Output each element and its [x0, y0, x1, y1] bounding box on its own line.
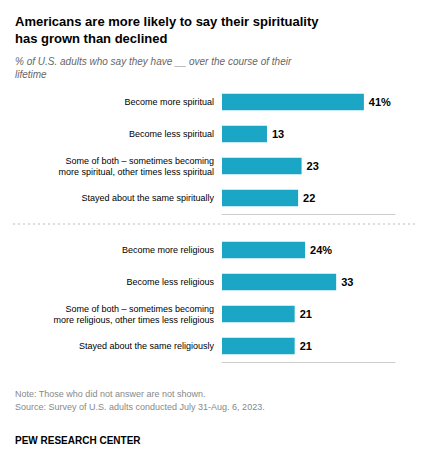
svg-text:21: 21 [300, 308, 312, 320]
svg-text:Become less spiritual: Become less spiritual [129, 129, 214, 139]
svg-text:Some of both – sometimes becom: Some of both – sometimes becoming [65, 304, 214, 314]
svg-text:13: 13 [272, 128, 284, 140]
svg-text:33: 33 [341, 276, 353, 288]
svg-text:more religious, other times le: more religious, other times less religio… [53, 315, 214, 325]
svg-text:21: 21 [300, 340, 312, 352]
svg-text:Become more spiritual: Become more spiritual [124, 97, 214, 107]
svg-text:PEW RESEARCH CENTER: PEW RESEARCH CENTER [15, 435, 141, 446]
svg-text:has grown than declined: has grown than declined [15, 31, 167, 46]
svg-text:Stayed about the same religiou: Stayed about the same religiously [79, 341, 215, 351]
svg-text:more spiritual, other times le: more spiritual, other times less spiritu… [58, 167, 214, 177]
svg-text:22: 22 [303, 192, 315, 204]
svg-text:Stayed about the same spiritua: Stayed about the same spiritually [81, 193, 214, 203]
svg-text:Become more religious: Become more religious [122, 245, 215, 255]
svg-text:24%: 24% [310, 244, 332, 256]
svg-text:41%: 41% [369, 96, 391, 108]
svg-text:% of U.S. adults who say they: % of U.S. adults who say they have __ ov… [15, 56, 292, 67]
svg-text:Americans are more likely to s: Americans are more likely to say their s… [15, 14, 319, 29]
svg-text:Note: Those who did not answer: Note: Those who did not answer are not s… [15, 389, 205, 399]
svg-text:Some of both – sometimes becom: Some of both – sometimes becoming [65, 156, 214, 166]
svg-text:Become less religious: Become less religious [126, 277, 214, 287]
svg-text:lifetime: lifetime [15, 69, 47, 80]
svg-text:23: 23 [307, 160, 319, 172]
svg-text:Source: Survey of U.S. adults: Source: Survey of U.S. adults conducted … [15, 402, 265, 412]
